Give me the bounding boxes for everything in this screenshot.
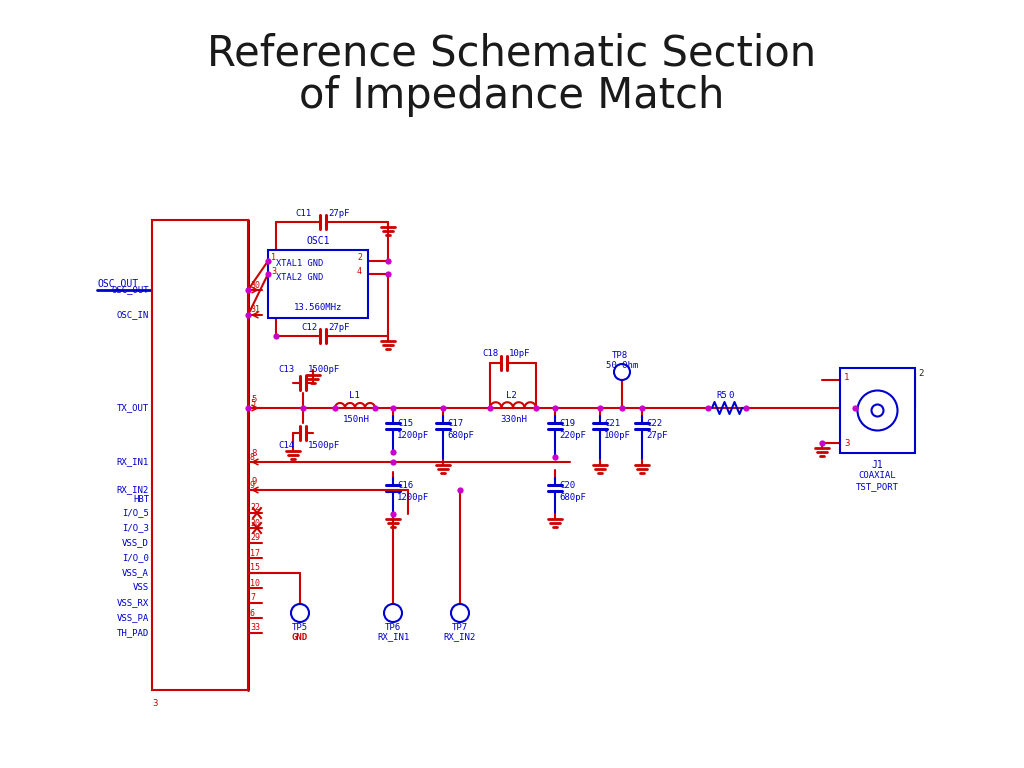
Text: 6: 6 (250, 608, 255, 617)
Text: 29: 29 (250, 534, 260, 542)
Text: C18: C18 (482, 349, 498, 359)
Text: RX_IN1: RX_IN1 (377, 633, 410, 641)
Text: TX_OUT: TX_OUT (117, 403, 150, 412)
Text: L1: L1 (349, 392, 359, 400)
Text: 0: 0 (728, 392, 733, 400)
Text: 5: 5 (250, 399, 255, 408)
Text: C22: C22 (646, 419, 663, 428)
Text: TH_PAD: TH_PAD (117, 628, 150, 637)
Text: 33: 33 (250, 624, 260, 633)
Text: 2: 2 (357, 253, 362, 263)
Bar (152, 220, 248, 690)
Text: TP5: TP5 (292, 623, 308, 631)
Text: OSC_OUT: OSC_OUT (98, 278, 139, 289)
Text: TP6: TP6 (385, 623, 401, 631)
Text: 50 Ohm: 50 Ohm (606, 362, 638, 370)
Text: 27pF: 27pF (328, 208, 349, 217)
Text: 100pF: 100pF (604, 432, 631, 441)
Text: VSS_RX: VSS_RX (117, 598, 150, 607)
Text: 10pF: 10pF (509, 349, 530, 359)
Text: C17: C17 (447, 419, 463, 428)
Text: 1: 1 (271, 253, 276, 263)
Text: 15: 15 (250, 564, 260, 572)
Text: I/O_3: I/O_3 (122, 524, 150, 532)
Text: 8: 8 (250, 452, 255, 462)
Text: C11: C11 (295, 208, 311, 217)
Text: R5: R5 (716, 392, 727, 400)
Text: 3: 3 (844, 439, 849, 448)
Text: RX_IN2: RX_IN2 (443, 633, 476, 641)
Text: 17: 17 (250, 548, 260, 558)
Text: 3: 3 (271, 266, 276, 276)
Text: 27pF: 27pF (646, 432, 668, 441)
Text: 7: 7 (250, 594, 255, 603)
Text: C14: C14 (278, 442, 294, 451)
Text: 3: 3 (152, 699, 158, 707)
Circle shape (451, 604, 469, 622)
Text: VSS_A: VSS_A (122, 568, 150, 578)
Text: VSS_PA: VSS_PA (117, 614, 150, 623)
Text: GND: GND (292, 633, 308, 641)
Text: 30: 30 (250, 280, 260, 290)
Text: 1: 1 (844, 373, 849, 382)
Text: 150nH: 150nH (343, 415, 370, 425)
Text: 2: 2 (918, 369, 924, 379)
Text: OSC_OUT: OSC_OUT (112, 286, 150, 294)
Text: VSS_D: VSS_D (122, 538, 150, 548)
Text: TP7: TP7 (452, 623, 468, 631)
Text: 8: 8 (251, 449, 256, 458)
Text: 27pF: 27pF (328, 323, 349, 332)
Circle shape (614, 364, 630, 380)
Text: VSS: VSS (133, 584, 150, 592)
Bar (840, 368, 915, 453)
Text: 1200pF: 1200pF (397, 494, 429, 502)
Text: 31: 31 (250, 306, 260, 315)
Text: 4: 4 (357, 266, 362, 276)
Text: I/O_0: I/O_0 (122, 554, 150, 562)
Text: 330nH: 330nH (500, 415, 527, 425)
Text: Reference Schematic Section: Reference Schematic Section (208, 32, 816, 74)
Text: 5: 5 (251, 396, 256, 405)
Text: XTAL1 GND: XTAL1 GND (276, 260, 324, 269)
Bar (268, 250, 368, 318)
Text: 1500pF: 1500pF (308, 366, 340, 375)
Text: L2: L2 (506, 392, 517, 400)
Circle shape (871, 405, 884, 416)
Text: C15: C15 (397, 419, 413, 428)
Text: RX_IN2: RX_IN2 (117, 485, 150, 495)
Text: XTAL2 GND: XTAL2 GND (276, 273, 324, 283)
Text: 9: 9 (250, 481, 255, 489)
Text: RX_IN1: RX_IN1 (117, 458, 150, 466)
Text: of Impedance Match: of Impedance Match (299, 75, 725, 117)
Text: C21: C21 (604, 419, 621, 428)
Text: COAXIAL: COAXIAL (859, 472, 896, 481)
Text: J1: J1 (871, 460, 884, 470)
Circle shape (857, 390, 897, 431)
Text: 22: 22 (250, 504, 260, 512)
Text: 10: 10 (250, 578, 260, 588)
Text: C13: C13 (278, 366, 294, 375)
Text: C12: C12 (301, 323, 317, 332)
Text: I/O_5: I/O_5 (122, 508, 150, 518)
Text: OSC1: OSC1 (306, 236, 330, 246)
Text: C19: C19 (559, 419, 575, 428)
Text: 20: 20 (250, 518, 260, 528)
Text: HBT: HBT (133, 495, 150, 505)
Circle shape (384, 604, 402, 622)
Text: 680pF: 680pF (447, 432, 474, 441)
Text: 9: 9 (251, 476, 256, 485)
Text: TP8: TP8 (612, 352, 628, 360)
Text: TST_PORT: TST_PORT (856, 482, 899, 492)
Text: 1500pF: 1500pF (308, 442, 340, 451)
Circle shape (291, 604, 309, 622)
Text: 220pF: 220pF (559, 432, 586, 441)
Text: OSC_IN: OSC_IN (117, 310, 150, 319)
Text: 680pF: 680pF (559, 494, 586, 502)
Text: 1200pF: 1200pF (397, 432, 429, 441)
Text: 13.560MHz: 13.560MHz (294, 303, 342, 313)
Text: C20: C20 (559, 481, 575, 489)
Text: C16: C16 (397, 481, 413, 489)
